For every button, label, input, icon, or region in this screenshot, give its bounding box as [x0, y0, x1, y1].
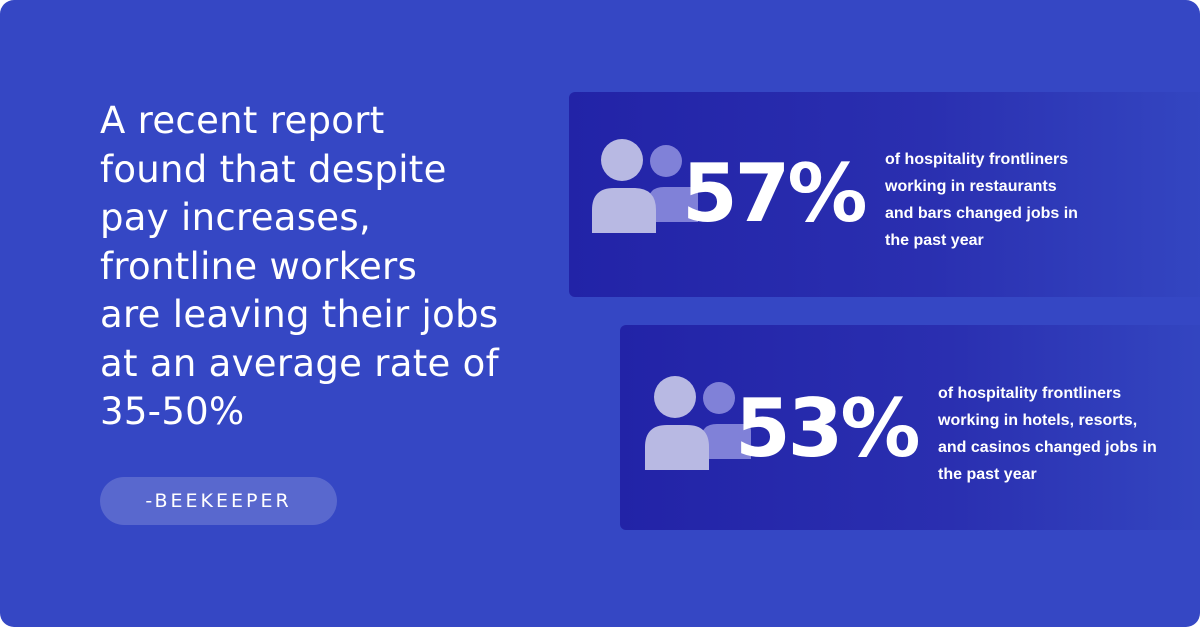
stat-description: of hospitality frontliners working in ho…: [938, 385, 1157, 483]
stat-value: 53%: [735, 382, 920, 475]
quote-text: A recent report found that despite pay i…: [100, 99, 499, 433]
stat-panel-hotels: 53% of hospitality frontliners working i…: [620, 325, 1200, 530]
source-label: -BEEKEEPER: [145, 490, 292, 512]
people-icon: [645, 376, 751, 470]
stat-description: of hospitality frontliners working in re…: [885, 151, 1078, 249]
stat-value: 57%: [682, 147, 867, 240]
source-badge: -BEEKEEPER: [100, 477, 337, 525]
people-icon: [592, 139, 698, 233]
stat-panel-restaurants: 57% of hospitality frontliners working i…: [569, 92, 1200, 297]
